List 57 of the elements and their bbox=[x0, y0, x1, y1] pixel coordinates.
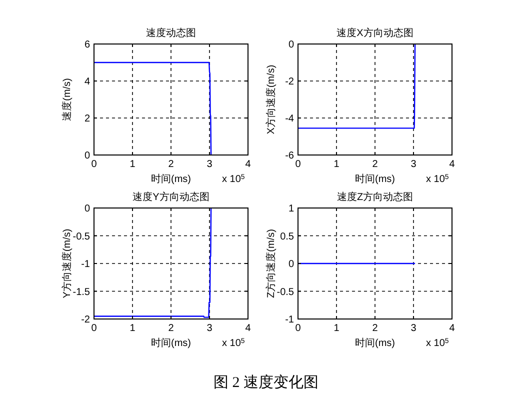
y-tick-label: -6 bbox=[285, 150, 294, 162]
y-tick-label: 4 bbox=[84, 76, 90, 88]
x-tick-label: 3 bbox=[206, 159, 213, 170]
caption: 图 2 速度变化图 bbox=[214, 374, 318, 391]
x-tick-label: 1 bbox=[130, 159, 136, 170]
x-tick-label: 4 bbox=[449, 159, 456, 170]
y-tick-label: 2 bbox=[84, 114, 90, 124]
x-tick-label: 3 bbox=[410, 159, 417, 170]
y-axis-title: 速度(m/s) bbox=[61, 78, 73, 121]
y-tick-label: -1.5 bbox=[72, 286, 90, 298]
x-axis-title: 时间(ms) bbox=[151, 337, 191, 349]
y-tick-label: 0 bbox=[84, 150, 90, 162]
chart-title: 速度动态图 bbox=[146, 27, 196, 39]
x-tick-label: 0 bbox=[91, 323, 98, 334]
line-series bbox=[93, 62, 212, 156]
text: x 10$^{5}$ bbox=[426, 174, 449, 185]
y-axis-title: Y方向速度(m/s) bbox=[61, 228, 73, 298]
text: x 10$^{5}$ bbox=[222, 174, 245, 185]
x-tick-label: 2 bbox=[168, 159, 174, 170]
chart-title: 速度Z方向动态图 bbox=[336, 191, 414, 203]
x-tick-label: 4 bbox=[449, 323, 456, 334]
y-tick-label: -0.5 bbox=[72, 231, 90, 242]
x-axis-title: 时间(ms) bbox=[355, 337, 395, 349]
y-tick-label: 1 bbox=[288, 204, 294, 214]
x-tick-label: 0 bbox=[91, 159, 98, 170]
y-tick-label: -1 bbox=[285, 314, 294, 326]
x-axis-title: 时间(ms) bbox=[355, 173, 395, 185]
x-tick-label: 1 bbox=[130, 323, 136, 334]
y-axis-title: Z方向速度(m/s) bbox=[265, 229, 277, 298]
line-series bbox=[93, 207, 212, 318]
x-tick-label: 4 bbox=[245, 323, 252, 334]
y-tick-label: 0 bbox=[288, 259, 294, 270]
y-axis-title: X方向速度(m/s) bbox=[265, 64, 277, 134]
y-tick-label: 0 bbox=[84, 204, 90, 214]
y-tick-label: -2 bbox=[285, 76, 294, 88]
x-tick-label: 2 bbox=[372, 159, 378, 170]
x-tick-label: 0 bbox=[295, 323, 302, 334]
x-tick-label: 2 bbox=[372, 323, 378, 334]
x-tick-label: 3 bbox=[206, 323, 213, 334]
y-tick-label: -1 bbox=[81, 259, 90, 270]
y-tick-label: 0.5 bbox=[280, 231, 294, 242]
x-tick-label: 0 bbox=[295, 159, 302, 170]
text: x 10$^{5}$ bbox=[426, 338, 449, 349]
chart-title: 速度X方向动态图 bbox=[336, 27, 414, 39]
y-tick-label: -0.5 bbox=[276, 286, 294, 298]
x-tick-label: 4 bbox=[245, 159, 252, 170]
x-axis-title: 时间(ms) bbox=[151, 173, 191, 185]
x-tick-label: 1 bbox=[334, 159, 340, 170]
y-tick-label: 6 bbox=[84, 40, 90, 50]
y-tick-label: -2 bbox=[81, 314, 90, 326]
text: x 10$^{5}$ bbox=[222, 338, 245, 349]
x-tick-label: 2 bbox=[168, 323, 174, 334]
x-tick-label: 3 bbox=[410, 323, 417, 334]
y-tick-label: -4 bbox=[285, 114, 294, 124]
y-tick-label: 0 bbox=[288, 40, 294, 50]
x-tick-label: 1 bbox=[334, 323, 340, 334]
chart-title: 速度Y方向动态图 bbox=[132, 191, 210, 203]
